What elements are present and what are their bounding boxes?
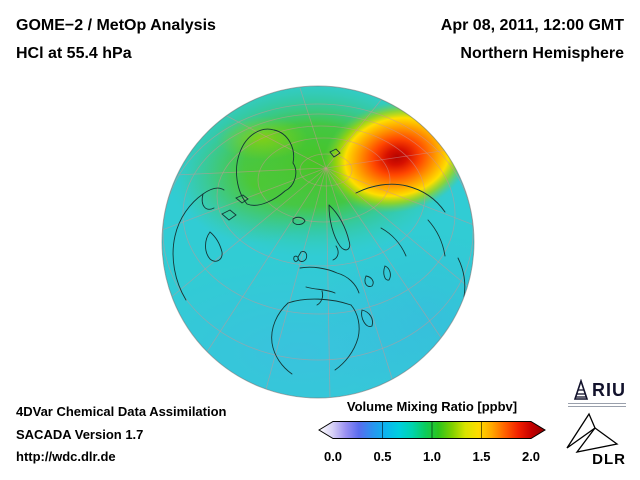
colorbar-label: Volume Mixing Ratio [ppbv] [346,399,518,414]
datetime: Apr 08, 2011, 12:00 GMT [440,17,624,34]
hemisphere-label: Northern Hemisphere [460,45,624,62]
version-label: SACADA Version 1.7 [16,426,144,442]
tick-label-0: 0.0 [323,449,343,464]
header-left: GOME−2 / MetOp Analysis HCl at 55.4 hPa [16,12,216,68]
assimilation-label: 4DVar Chemical Data Assimilation [16,404,227,419]
colorbar: Volume Mixing Ratio [ppbv] 0.0 0.5 1.0 1… [318,399,546,471]
riu-wordmark: RIU [592,379,626,400]
footer-credits: 4DVar Chemical Data Assimilation SACADA … [16,401,227,469]
riu-underline-strata [568,403,626,407]
riu-strata-icon [573,379,589,400]
dlr-logo: DLR [562,410,628,468]
tick-label-15: 1.5 [472,449,491,464]
dlr-wordmark: DLR [592,451,626,468]
url-label: http://wdc.dlr.de [16,449,116,464]
coastlines [172,128,466,375]
analysis-title: GOME−2 / MetOp Analysis [16,17,216,34]
globe-rim [161,85,475,399]
colorbar-tick-marks [382,421,482,439]
tick-label-20: 2.0 [521,449,541,464]
riu-logo: RIU [568,379,626,407]
dlr-bird-icon [566,412,619,453]
species-level: HCl at 55.4 hPa [16,45,132,62]
header-right: Apr 08, 2011, 12:00 GMT Northern Hemisph… [441,12,624,68]
colorbar-gradient-bar [318,421,546,439]
tick-label-05: 0.5 [373,449,392,464]
tick-label-10: 1.0 [422,449,442,464]
graticule [162,87,474,398]
